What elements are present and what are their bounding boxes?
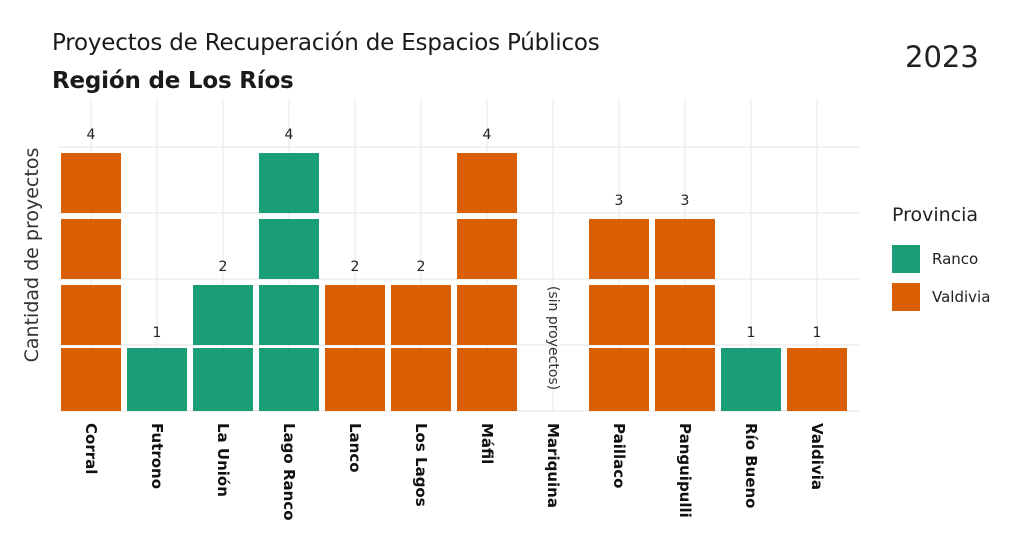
data-label: 1 — [747, 325, 756, 341]
bar-unit-lago-ranco — [259, 348, 319, 411]
category-label: Corral — [82, 423, 100, 474]
bar-unit-corral — [61, 153, 121, 213]
bar-unit-la-uni-n — [193, 348, 253, 411]
bar-unit-m-fil — [457, 285, 517, 345]
legend-item-valdivia: Valdivia — [892, 278, 990, 316]
bar-unit-m-fil — [457, 348, 517, 411]
category-label: Futrono — [148, 423, 166, 489]
legend-item-ranco: Ranco — [892, 240, 990, 278]
bar-unit-los-lagos — [391, 285, 451, 345]
bar-unit-futrono — [127, 348, 187, 411]
category-label: Lanco — [346, 423, 364, 473]
legend-swatch-valdivia — [892, 283, 920, 311]
bar-unit-lanco — [325, 285, 385, 345]
category-label: La Unión — [214, 423, 232, 497]
data-label: 1 — [813, 325, 822, 341]
bar-unit-r-o-bueno — [721, 348, 781, 411]
bar-unit-lago-ranco — [259, 153, 319, 213]
data-label: 2 — [219, 259, 228, 275]
data-label: 3 — [681, 193, 690, 209]
bar-unit-la-uni-n — [193, 285, 253, 345]
bar-unit-los-lagos — [391, 348, 451, 411]
bar-unit-paillaco — [589, 219, 649, 279]
bar-unit-corral — [61, 348, 121, 411]
bar-unit-corral — [61, 219, 121, 279]
bar-unit-lago-ranco — [259, 285, 319, 345]
data-label: 3 — [615, 193, 624, 209]
bar-chart: Cantidad de proyectos 4 Corral 1 Futrono 2 La … — [21, 98, 860, 521]
bar-unit-m-fil — [457, 219, 517, 279]
empty-note: (sin proyectos) — [545, 286, 561, 390]
bar-unit-lanco — [325, 348, 385, 411]
bar-unit-corral — [61, 285, 121, 345]
y-axis-label: Cantidad de proyectos — [21, 148, 43, 363]
bar-unit-m-fil — [457, 153, 517, 213]
category-label: Río Bueno — [742, 423, 760, 509]
bar-unit-paillaco — [589, 348, 649, 411]
year-label: 2023 — [905, 40, 979, 74]
bar-unit-paillaco — [589, 285, 649, 345]
data-label: 1 — [153, 325, 162, 341]
bar-unit-panguipulli — [655, 285, 715, 345]
data-label: 2 — [417, 259, 426, 275]
category-label: Valdivia — [808, 423, 826, 490]
legend-label-valdivia: Valdivia — [932, 288, 991, 306]
data-label: 4 — [483, 127, 492, 143]
bar-unit-panguipulli — [655, 219, 715, 279]
category-label: Paillaco — [610, 423, 628, 488]
category-label: Lago Ranco — [280, 423, 298, 521]
legend-title: Provincia — [892, 204, 979, 226]
chart-title: Proyectos de Recuperación de Espacios Pú… — [52, 30, 600, 56]
category-label: Los Lagos — [412, 423, 430, 507]
category-label: Máfil — [478, 423, 496, 464]
data-label: 4 — [285, 127, 294, 143]
data-label: 2 — [351, 259, 360, 275]
category-label: Mariquina — [544, 423, 562, 508]
legend-label-ranco: Ranco — [932, 250, 979, 268]
legend-swatch-ranco — [892, 245, 920, 273]
bar-unit-valdivia — [787, 348, 847, 411]
data-label: 4 — [87, 127, 96, 143]
legend: Provincia Ranco Valdivia — [892, 204, 990, 316]
bar-unit-lago-ranco — [259, 219, 319, 279]
bar-unit-panguipulli — [655, 348, 715, 411]
category-label: Panguipulli — [676, 423, 694, 518]
chart-subtitle: Región de Los Ríos — [52, 68, 294, 94]
